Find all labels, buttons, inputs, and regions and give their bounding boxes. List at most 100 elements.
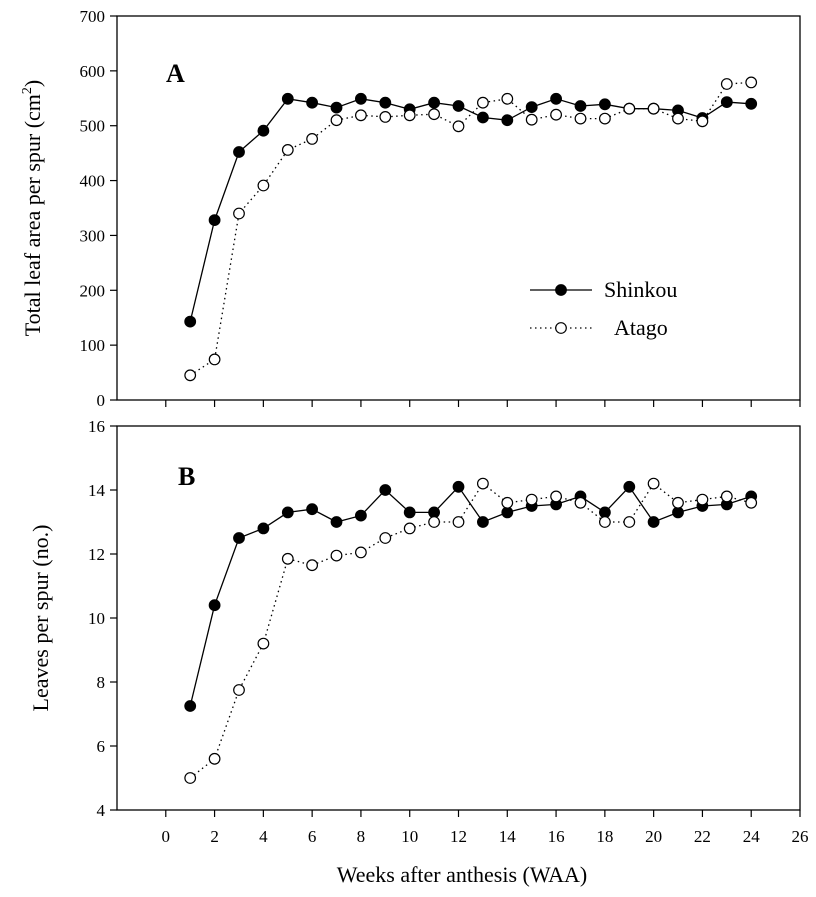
panel-a-shinkou-point: [257, 124, 270, 137]
panel-a-shinkou-point: [599, 98, 611, 111]
panel-b-atago-point: [477, 477, 489, 490]
panel-b-shinkou-point: [477, 516, 489, 528]
panel-b-atago-point: [452, 516, 465, 528]
panel-a-shinkou-point: [452, 100, 465, 112]
panel-b-atago-point: [428, 516, 441, 528]
panel-b-shinkou-point: [403, 506, 416, 519]
panel-b-atago-point: [599, 516, 611, 528]
panel-b-atago-point: [330, 549, 343, 562]
panel-b-atago-point: [208, 752, 221, 765]
panel-a-atago-point: [257, 179, 270, 192]
panel-a-atago-point: [452, 120, 465, 133]
panel-a-shinkou-point: [306, 96, 319, 109]
panel-b-atago-point: [281, 552, 294, 565]
x-tick-label: 12: [450, 827, 467, 846]
panel-b-shinkou-point: [379, 484, 392, 496]
panel-a-letter: A: [166, 59, 185, 88]
panel-b-shinkou-point: [233, 532, 245, 544]
panel-a-shinkou-point: [720, 96, 733, 108]
legend: Shinkou Atago: [530, 277, 677, 340]
panel-b-y-tick-label: 10: [88, 609, 105, 628]
panel-b-shinkou-point: [330, 516, 343, 528]
panel-b-series: [184, 477, 758, 784]
panel-a-shinkou-point: [355, 92, 367, 105]
panel-b-y-axis-title: Leaves per spur (no.): [28, 525, 53, 712]
x-tick-label: 26: [792, 827, 809, 846]
panel-a-atago-point: [574, 112, 587, 125]
panel-a-atago-point: [403, 109, 416, 122]
panel-a-shinkou-point: [574, 100, 587, 112]
panel-a-shinkou-point: [233, 146, 245, 158]
panel-b-y-tick-label: 16: [88, 417, 105, 436]
panel-a-atago-point: [379, 110, 392, 123]
panel-b-letter: B: [178, 462, 195, 491]
panel-b-shinkou-point: [452, 480, 465, 493]
panel-a-shinkou-point: [428, 96, 441, 109]
panel-b-shinkou-point: [306, 503, 319, 516]
panel-a-atago-point: [672, 112, 684, 125]
panel-a-atago-point: [208, 353, 221, 366]
panel-a-atago-point: [233, 207, 245, 220]
legend-shinkou-label: Shinkou: [604, 277, 677, 302]
panel-a-atago-point: [281, 143, 294, 156]
panel-b-atago-point: [525, 493, 538, 506]
panel-b-atago-point: [379, 532, 392, 544]
panel-a-atago-point: [599, 112, 611, 125]
panel-b-y-tick-label: 14: [88, 481, 106, 500]
panel-b-atago-point: [355, 546, 367, 559]
panel-a-series: [184, 76, 758, 382]
x-tick-label: 2: [210, 827, 219, 846]
panel-a-y-axis: 0 100 200 300 400 500 600 700: [80, 7, 117, 410]
panel-a-atago-point: [647, 102, 660, 115]
panel-b-atago-point: [745, 496, 758, 509]
panel-a-atago-point: [477, 96, 489, 109]
panel-a-shinkou-point: [281, 92, 294, 105]
panel-b-y-tick-label: 4: [97, 801, 106, 820]
x-axis-title: Weeks after anthesis (WAA): [337, 862, 588, 887]
panel-a-y-tick-label: 100: [80, 336, 106, 355]
x-tick-label: 8: [357, 827, 366, 846]
x-tick-label: 4: [259, 827, 268, 846]
panel-b-atago-line: [189, 482, 752, 779]
panel-a-atago-point: [306, 132, 319, 145]
panel-a-y-tick-label: 500: [80, 117, 106, 136]
panel-a-y-tick-label: 700: [80, 7, 106, 26]
panel-a-shinkou-point: [379, 96, 392, 109]
panel-a-shinkou-point: [501, 114, 514, 127]
panel-b-atago-point: [672, 496, 684, 509]
panel-b-atago-point: [184, 772, 197, 784]
panel-b-y-tick-label: 6: [97, 737, 106, 756]
panel-b-atago-point: [550, 490, 562, 503]
panel-b-x-axis: 0 2 4 6 8 10 12 14 16 18 20 22 24 26: [162, 810, 809, 846]
panel-a-shinkou-point: [184, 315, 197, 328]
panel-a-atago-point: [501, 92, 514, 105]
panel-a-shinkou-point: [208, 214, 221, 227]
panel-b-atago-point: [233, 684, 245, 696]
x-tick-label: 0: [162, 827, 171, 846]
x-tick-label: 6: [308, 827, 317, 846]
panel-b-atago-point: [257, 637, 270, 650]
panel-b-y-tick-label: 12: [88, 545, 105, 564]
panel-b-atago-point: [501, 496, 514, 509]
panel-b-atago-point: [623, 516, 636, 528]
panel-b-atago-point: [720, 490, 733, 503]
panel-a-x-tick-marks: [165, 400, 801, 407]
panel-b-shinkou-point: [281, 506, 294, 519]
panel-b-shinkou-point: [647, 516, 660, 528]
x-tick-label: 22: [694, 827, 711, 846]
panel-a-y-tick-label: 400: [80, 172, 106, 191]
x-tick-label: 10: [401, 827, 418, 846]
panel-a-y-tick-label: 200: [80, 281, 106, 300]
panel-b-shinkou-point: [623, 480, 636, 493]
panel-a-atago-point: [355, 109, 367, 122]
panel-a-shinkou-point: [330, 101, 343, 114]
panel-a-atago-point: [428, 108, 441, 121]
legend-shinkou-marker: [555, 284, 567, 296]
panel-b-shinkou-point: [355, 509, 367, 522]
panel-a-atago-point: [184, 369, 197, 382]
panel-a-atago-point: [720, 78, 733, 90]
panel-a-atago-point: [525, 113, 538, 126]
panel-b-shinkou-point: [257, 522, 270, 535]
